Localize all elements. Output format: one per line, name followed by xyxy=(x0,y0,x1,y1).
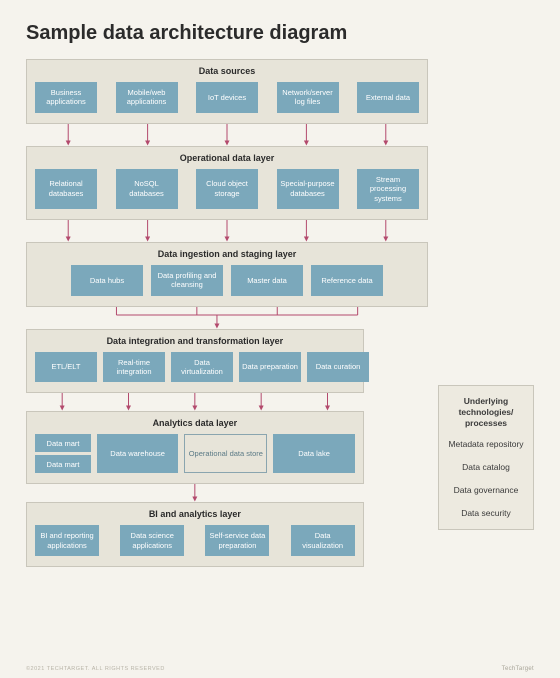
layer-title: Operational data layer xyxy=(35,153,419,163)
box-data-viz: Data visualization xyxy=(291,525,355,556)
side-panel: Underlying technologies/ processes Metad… xyxy=(438,385,534,530)
box-stream: Stream processing systems xyxy=(357,169,419,209)
box-warehouse: Data warehouse xyxy=(97,434,178,473)
box-reference: Reference data xyxy=(311,265,383,296)
box-data-mart-1: Data mart xyxy=(35,434,91,452)
layer-title: Data sources xyxy=(35,66,419,76)
side-item-catalog: Data catalog xyxy=(447,462,525,473)
box-self-service: Self-service data preparation xyxy=(205,525,269,556)
box-bi-reporting: BI and reporting applications xyxy=(35,525,99,556)
box-data-hubs: Data hubs xyxy=(71,265,143,296)
arrows-3 xyxy=(26,307,428,329)
box-data-mart-2: Data mart xyxy=(35,455,91,473)
box-special-db: Special-purpose databases xyxy=(277,169,339,209)
box-etl: ETL/ELT xyxy=(35,352,97,383)
layer-bi: BI and analytics layer BI and reporting … xyxy=(26,502,364,567)
layer-title: Data integration and transformation laye… xyxy=(35,336,355,346)
side-panel-title: Underlying technologies/ processes xyxy=(447,396,525,429)
side-item-metadata: Metadata repository xyxy=(447,439,525,450)
box-external: External data xyxy=(357,82,419,113)
layer-title: Data ingestion and staging layer xyxy=(35,249,419,259)
box-virtualization: Data virtualization xyxy=(171,352,233,383)
box-preparation: Data preparation xyxy=(239,352,301,383)
box-iot: IoT devices xyxy=(196,82,258,113)
box-realtime: Real-time integration xyxy=(103,352,165,383)
box-lake: Data lake xyxy=(273,434,354,473)
layer-title: Analytics data layer xyxy=(35,418,355,428)
footer-copyright: ©2021 TECHTARGET. ALL RIGHTS RESERVED xyxy=(26,666,165,672)
layer-title: BI and analytics layer xyxy=(35,509,355,519)
box-profiling: Data profiling and cleansing xyxy=(151,265,223,296)
diagram-title: Sample data architecture diagram xyxy=(26,22,534,45)
arrows-1 xyxy=(26,124,428,146)
layer-data-sources: Data sources Business applications Mobil… xyxy=(26,59,428,124)
layer-ingestion: Data ingestion and staging layer Data hu… xyxy=(26,242,428,307)
layer-analytics: Analytics data layer Data mart Data mart… xyxy=(26,411,364,484)
arrows-5 xyxy=(26,484,364,502)
layer-integration: Data integration and transformation laye… xyxy=(26,329,364,394)
layers-column: Data sources Business applications Mobil… xyxy=(26,59,428,567)
box-business-apps: Business applications xyxy=(35,82,97,113)
arrows-2 xyxy=(26,220,428,242)
box-logs: Network/server log files xyxy=(277,82,339,113)
box-curation: Data curation xyxy=(307,352,369,383)
footer-brand: TechTarget xyxy=(502,666,534,672)
box-data-science: Data science applications xyxy=(120,525,184,556)
side-item-governance: Data governance xyxy=(447,485,525,496)
box-ods: Operational data store xyxy=(184,434,267,473)
box-relational: Relational databases xyxy=(35,169,97,209)
box-cloud-storage: Cloud object storage xyxy=(196,169,258,209)
arrows-4 xyxy=(26,393,364,411)
side-item-security: Data security xyxy=(447,508,525,519)
box-nosql: NoSQL databases xyxy=(116,169,178,209)
box-mobile-web: Mobile/web applications xyxy=(116,82,178,113)
layer-operational: Operational data layer Relational databa… xyxy=(26,146,428,220)
box-master: Master data xyxy=(231,265,303,296)
